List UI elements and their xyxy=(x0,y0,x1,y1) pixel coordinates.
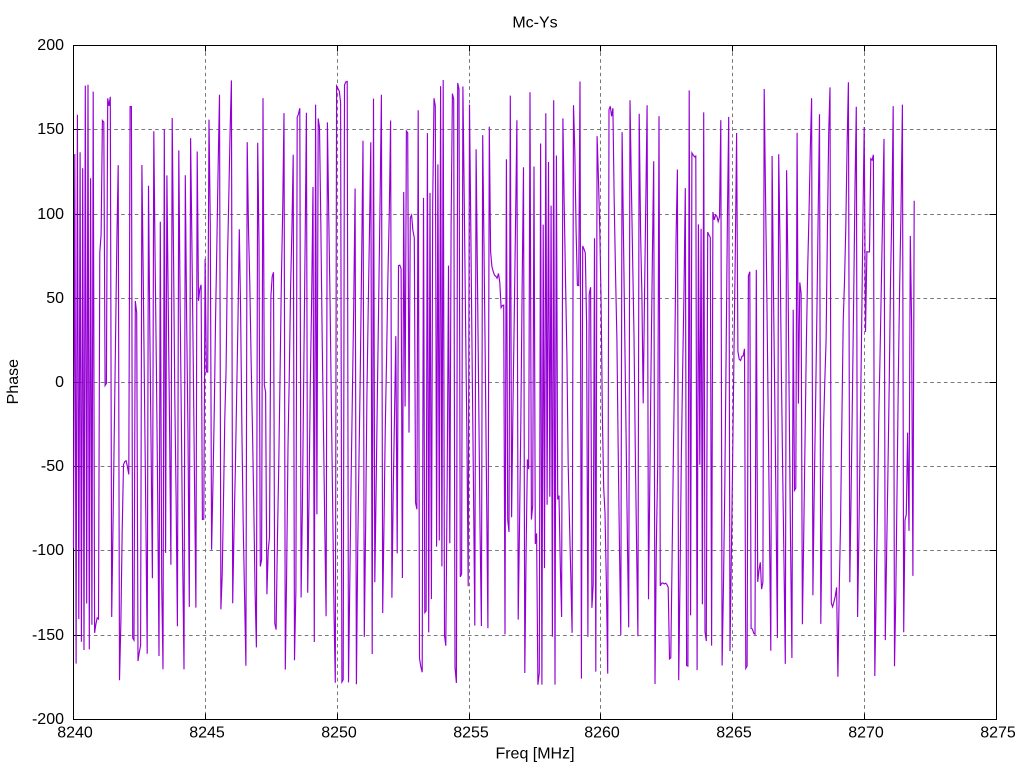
svg-text:8250: 8250 xyxy=(321,725,357,742)
svg-text:8240: 8240 xyxy=(57,725,93,742)
svg-text:50: 50 xyxy=(46,290,64,307)
svg-text:-50: -50 xyxy=(41,458,64,475)
svg-text:150: 150 xyxy=(37,121,64,138)
svg-text:0: 0 xyxy=(55,374,64,391)
svg-text:8265: 8265 xyxy=(716,725,752,742)
svg-text:Phase: Phase xyxy=(5,359,22,404)
svg-text:8260: 8260 xyxy=(584,725,620,742)
svg-text:Freq [MHz]: Freq [MHz] xyxy=(495,746,574,763)
svg-text:-150: -150 xyxy=(32,627,64,644)
svg-text:Mc-Ys: Mc-Ys xyxy=(512,15,557,32)
svg-text:200: 200 xyxy=(37,37,64,54)
svg-text:8255: 8255 xyxy=(453,725,489,742)
svg-text:100: 100 xyxy=(37,206,64,223)
svg-text:8270: 8270 xyxy=(848,725,884,742)
svg-text:-200: -200 xyxy=(32,711,64,728)
svg-text:-100: -100 xyxy=(32,542,64,559)
svg-text:8245: 8245 xyxy=(189,725,225,742)
svg-text:8275: 8275 xyxy=(980,725,1016,742)
